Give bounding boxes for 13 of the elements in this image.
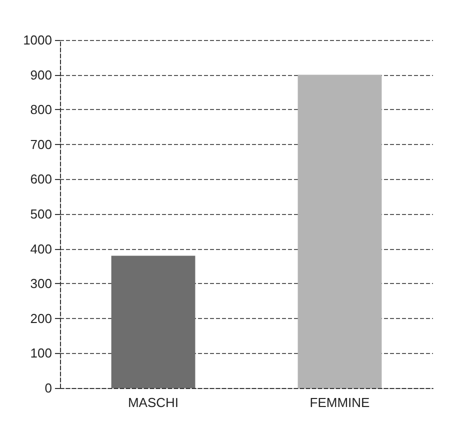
y-tick-label: 600 xyxy=(30,172,52,187)
x-tick-label: MASCHI xyxy=(128,395,179,410)
y-tick-label: 100 xyxy=(30,346,52,361)
x-tick-label: FEMMINE xyxy=(310,395,370,410)
y-tick-label: 200 xyxy=(30,310,52,326)
y-tick-label: 0 xyxy=(44,380,52,396)
y-tick-label: 800 xyxy=(30,102,52,118)
y-tick-label: 300 xyxy=(30,276,52,292)
y-tick-label: 1000 xyxy=(23,32,52,48)
y-tick-label: 700 xyxy=(30,136,52,152)
y-tick-label: 500 xyxy=(30,206,52,222)
y-tick-label: 900 xyxy=(30,67,52,82)
y-tick-label: 400 xyxy=(30,241,52,256)
